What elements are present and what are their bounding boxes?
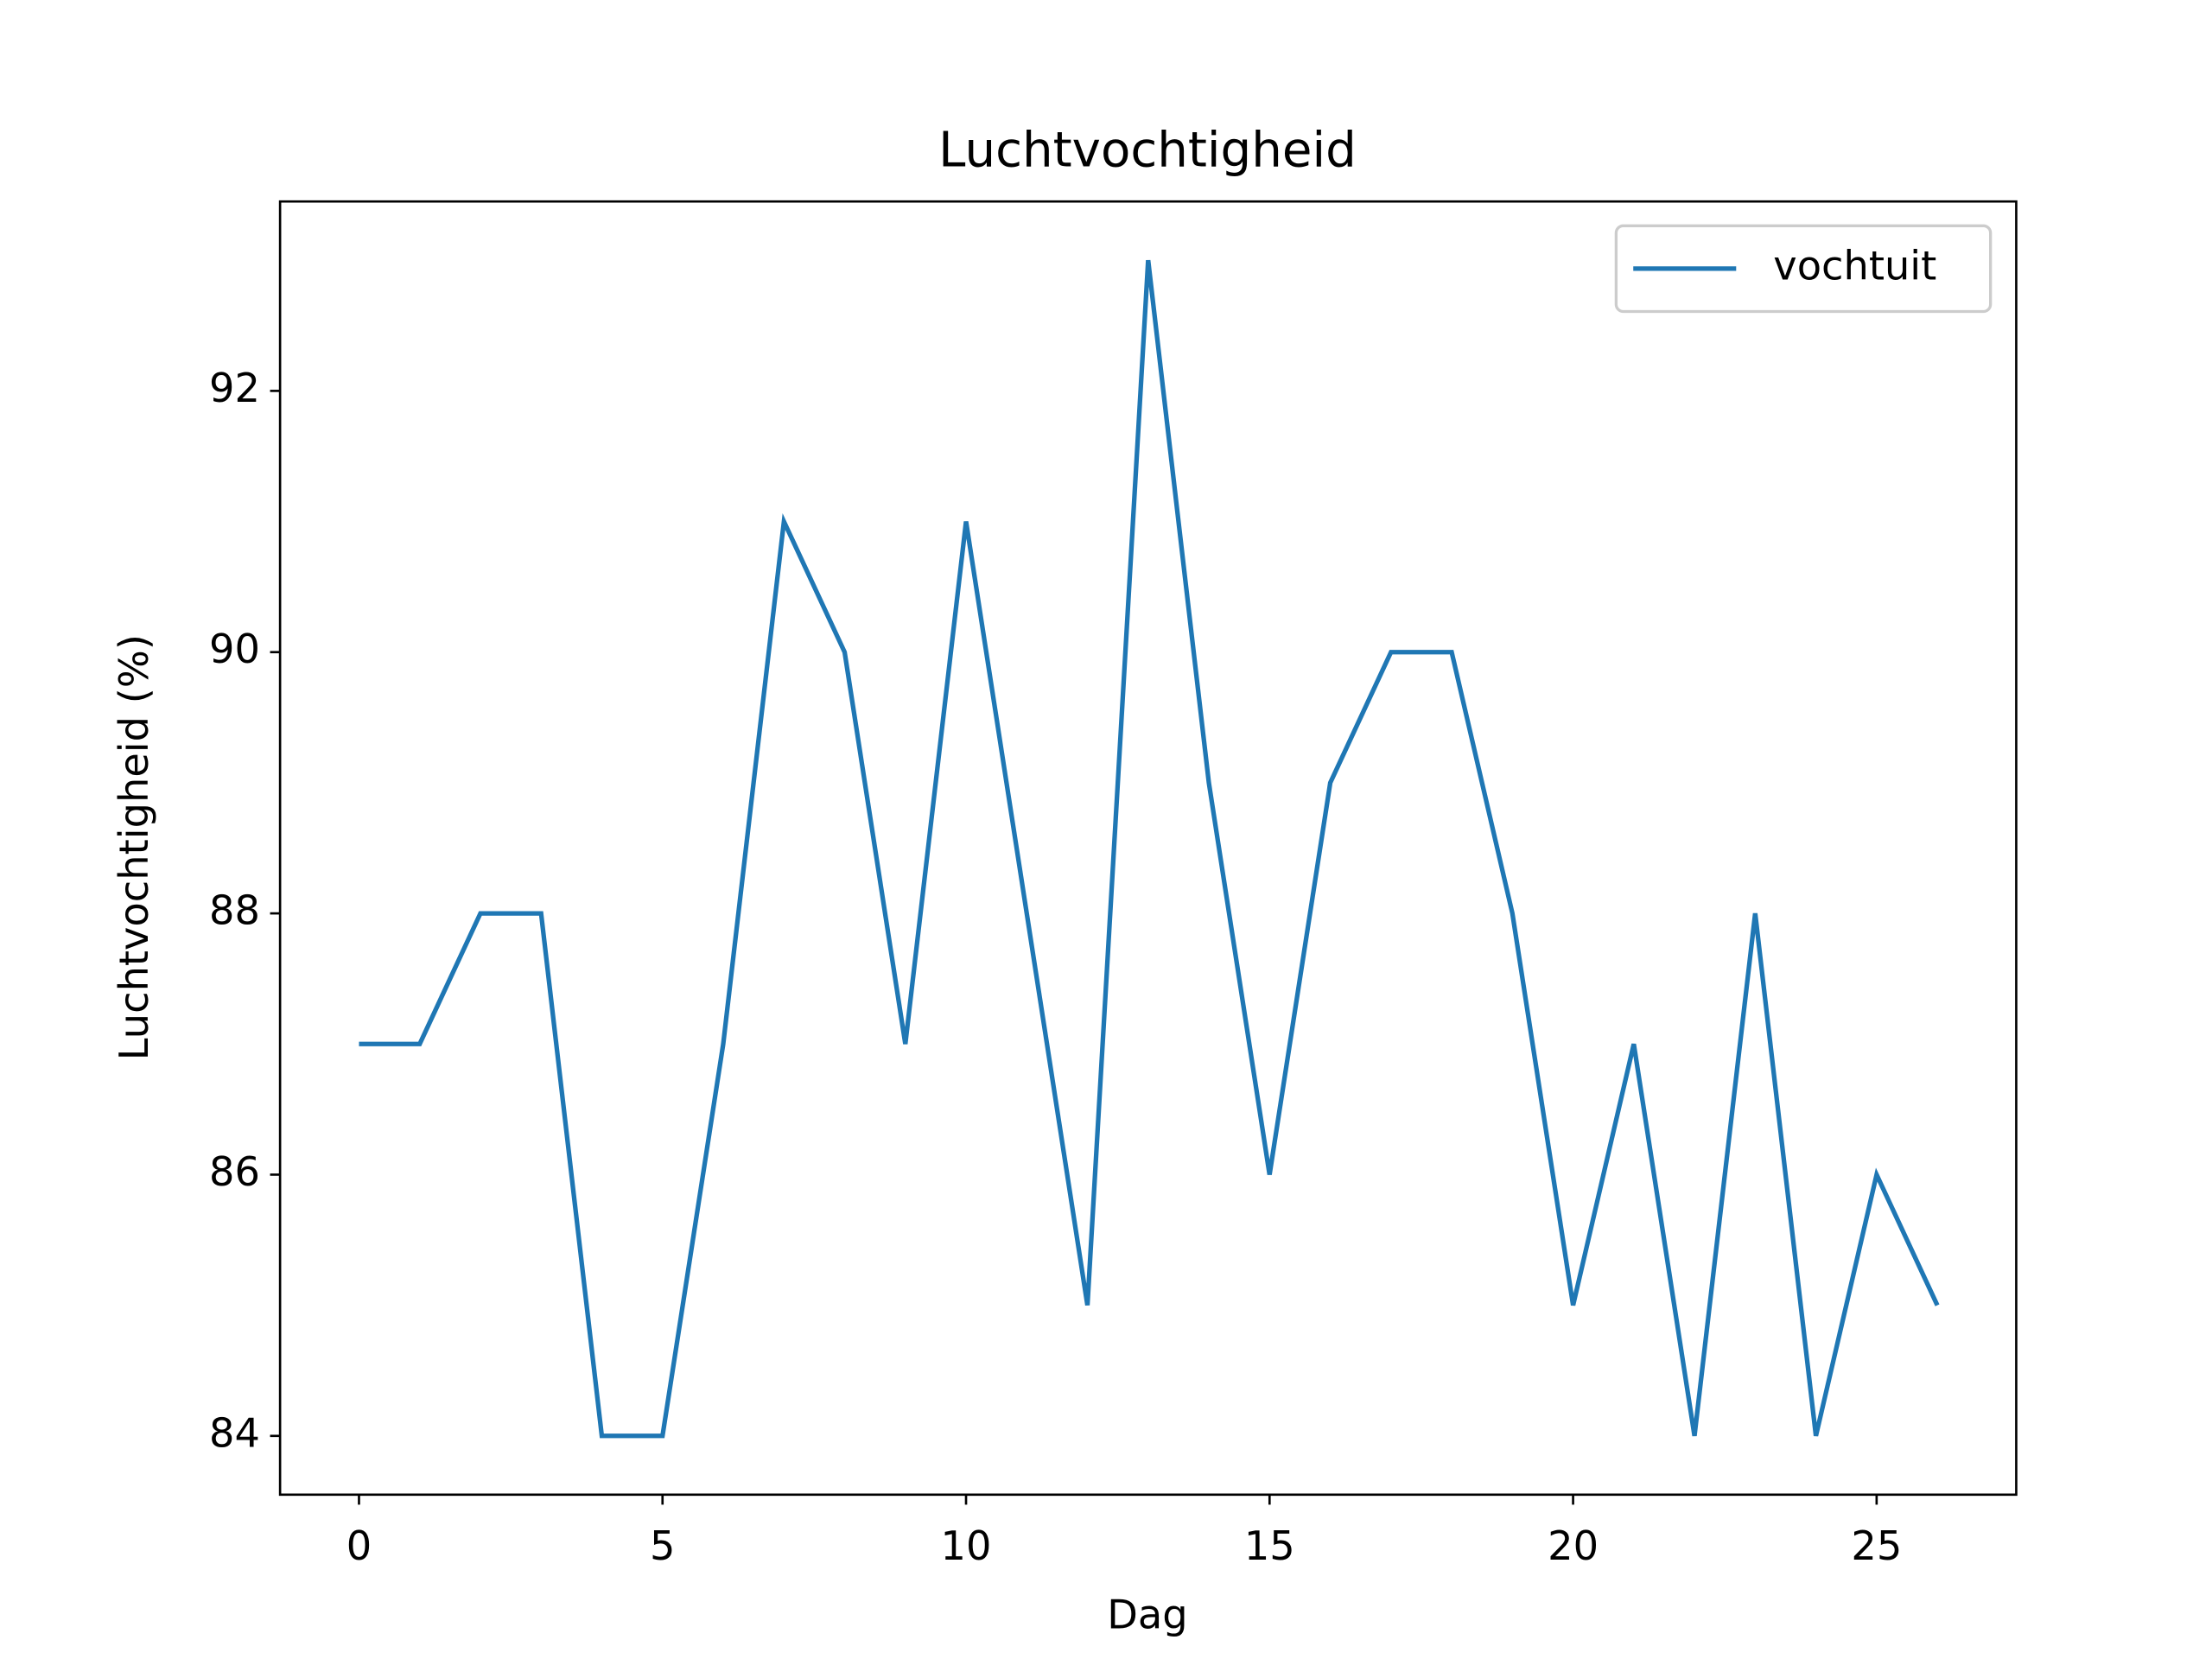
x-tick-label: 15 — [1244, 1522, 1295, 1569]
chart-title: Luchtvochtigheid — [938, 123, 1357, 179]
y-tick-label: 90 — [209, 626, 260, 672]
legend-label: vochtuit — [1773, 242, 1936, 289]
x-tick-label: 5 — [650, 1522, 675, 1569]
x-tick-label: 10 — [941, 1522, 992, 1569]
y-tick-label: 84 — [209, 1409, 260, 1456]
y-tick-label: 86 — [209, 1148, 260, 1195]
x-tick-label: 0 — [346, 1522, 372, 1569]
y-tick-label: 88 — [209, 887, 260, 934]
legend-box — [1614, 224, 1993, 314]
y-axis-label: Luchtvochtigheid (%) — [111, 634, 157, 1060]
x-axis-label: Dag — [1107, 1592, 1187, 1638]
x-tick-label: 25 — [1851, 1522, 1902, 1569]
data-line — [359, 259, 1940, 1439]
y-tick-label: 92 — [209, 365, 260, 411]
plot-frame — [278, 200, 2018, 1497]
x-tick-label: 20 — [1548, 1522, 1599, 1569]
